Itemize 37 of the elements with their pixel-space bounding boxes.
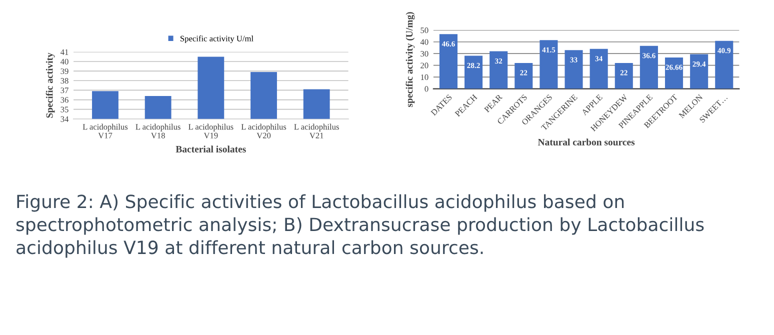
y-tick-label: 0 xyxy=(424,86,428,92)
y-axis-title: specific activity (U/mg) xyxy=(406,12,415,107)
bar xyxy=(590,48,608,89)
bar xyxy=(690,54,708,89)
x-axis-title: Bacterial isolates xyxy=(176,146,246,152)
y-tick-label: 35 xyxy=(60,106,68,112)
y-tick-label: 30 xyxy=(420,50,428,57)
y-tick-label: 36 xyxy=(60,97,68,103)
bar xyxy=(490,51,508,89)
y-tick-label: 50 xyxy=(420,28,428,34)
bar xyxy=(464,56,483,89)
x-tick-label: L acidophilus V18 xyxy=(136,124,180,138)
x-tick-label: L acidophilus V17 xyxy=(82,124,128,138)
y-tick-label: 37 xyxy=(60,88,68,94)
caption: Figure 2: A) Specific activities of Lactobacillus acidophilus based on spectrophotometric analysis; B) Dextransucrase production by Lactobacillus acidophilus V19 at different natural carbon sources. xyxy=(16,194,704,258)
bar xyxy=(614,62,633,89)
y-tick-label: 40 xyxy=(60,58,68,64)
x-tick-label: L acidophilus V21 xyxy=(294,124,339,138)
x-tick-label: L acidophilus V20 xyxy=(241,124,286,138)
x-tick-label: L acidophilus V19 xyxy=(188,124,234,138)
y-axis-title: Specific activity xyxy=(46,52,55,118)
bar xyxy=(564,50,583,89)
bar xyxy=(715,40,734,89)
y-tick-label: 41 xyxy=(60,49,68,55)
bar xyxy=(540,40,558,89)
legend-label: Specific activity U/ml xyxy=(180,35,254,44)
y-tick-label: 34 xyxy=(60,116,69,122)
y-tick-label: 20 xyxy=(420,62,428,68)
y-tick-label: 38 xyxy=(60,78,68,84)
bar xyxy=(664,58,684,89)
bar xyxy=(640,46,658,89)
y-tick-label: 39 xyxy=(60,68,68,74)
x-axis-title: Natural carbon sources xyxy=(538,138,635,146)
bar xyxy=(439,34,458,89)
bar xyxy=(514,62,533,89)
y-tick-label: 40 xyxy=(420,39,428,45)
y-tick-label: 10 xyxy=(420,74,428,80)
